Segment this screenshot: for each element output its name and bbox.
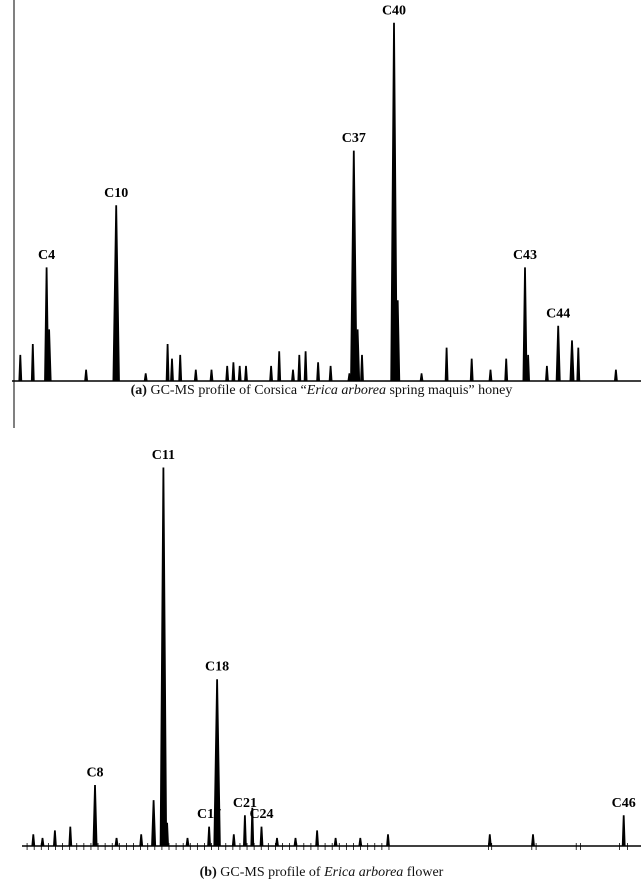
peak: [531, 834, 535, 847]
peak: [328, 365, 333, 382]
peak: [46, 329, 52, 382]
peak-c44: [555, 325, 561, 382]
caption-b: (b) GC-MS profile of Erica arborea flowe…: [0, 865, 643, 881]
peak: [225, 365, 230, 382]
caption-b-species: Erica arborea: [324, 865, 404, 880]
peak-c40: [390, 22, 398, 382]
peak: [487, 834, 492, 847]
peak: [297, 354, 302, 382]
peak: [114, 837, 119, 847]
peak: [237, 365, 242, 382]
peak: [193, 369, 198, 382]
peak: [358, 837, 363, 847]
caption-a-text: GC-MS profile of Corsica “: [150, 383, 307, 398]
peak-label-c11: C11: [152, 448, 175, 463]
peak-c10: [112, 205, 120, 382]
peak: [40, 837, 45, 847]
caption-b-text: GC-MS profile of: [220, 865, 325, 880]
peak: [360, 354, 364, 382]
peak: [165, 344, 170, 382]
peak: [569, 340, 575, 382]
peak: [395, 300, 401, 382]
peak: [526, 354, 530, 382]
peak-c43: [522, 267, 528, 382]
panel-a-chromatogram: C4 C10 C37 C40 C43 C44: [12, 0, 641, 428]
peak: [488, 369, 493, 382]
peak-label-c44: C44: [546, 306, 570, 321]
peak-label-c8: C8: [86, 766, 103, 781]
peak: [275, 837, 279, 847]
peak: [269, 365, 273, 382]
peak: [151, 800, 157, 847]
peak: [31, 834, 36, 847]
peak: [469, 358, 474, 382]
peak: [315, 830, 319, 847]
peak: [545, 365, 549, 382]
peak: [209, 369, 214, 382]
peak: [277, 351, 282, 382]
peak: [386, 834, 390, 847]
peak-c11: [159, 467, 168, 847]
peak: [250, 807, 255, 847]
caption-a-letter: (a): [130, 383, 147, 398]
caption-a-suffix: spring maquis” honey: [385, 383, 513, 398]
peak: [84, 369, 88, 382]
peak-label-c37: C37: [342, 131, 366, 146]
peak: [139, 834, 144, 847]
peak: [504, 358, 509, 382]
caption-a: (a) GC-MS profile of Corsica “Erica arbo…: [0, 383, 643, 399]
peak: [333, 837, 338, 847]
peak: [165, 822, 169, 847]
peak: [291, 369, 295, 382]
peak: [53, 830, 57, 847]
peak-c37: [350, 150, 358, 382]
peak: [143, 373, 148, 382]
caption-b-letter: (b): [199, 865, 217, 880]
peak: [30, 344, 35, 382]
peak: [178, 354, 183, 382]
peak: [303, 351, 308, 382]
caption-b-suffix: flower: [403, 865, 444, 880]
peak-c17: [207, 826, 211, 847]
peak-c18: [213, 679, 221, 847]
peak: [293, 837, 298, 847]
peak-label-c21: C21: [233, 796, 257, 811]
peak: [614, 369, 618, 382]
peak: [231, 362, 236, 382]
peak-c24: [259, 826, 264, 847]
peak-label-c46: C46: [612, 796, 636, 811]
peak-label-c4: C4: [38, 248, 55, 263]
peak-c8: [92, 785, 98, 847]
peak: [419, 373, 424, 382]
peak: [576, 347, 581, 382]
peak: [316, 362, 320, 382]
peak: [444, 347, 449, 382]
peak-c46: [621, 815, 626, 847]
peak: [68, 826, 73, 847]
peak: [231, 834, 236, 847]
peak: [355, 329, 361, 382]
peak: [185, 837, 190, 847]
peak: [18, 354, 23, 382]
peak-label-c18: C18: [205, 660, 229, 675]
peak-label-c40: C40: [382, 3, 406, 18]
peak: [170, 358, 174, 382]
caption-a-species: Erica arborea: [306, 383, 386, 398]
peak: [244, 365, 248, 382]
peak-c21: [243, 815, 247, 847]
peak-label-c10: C10: [104, 186, 128, 201]
peak-label-c24: C24: [249, 807, 273, 822]
peak-label-c43: C43: [513, 248, 537, 263]
